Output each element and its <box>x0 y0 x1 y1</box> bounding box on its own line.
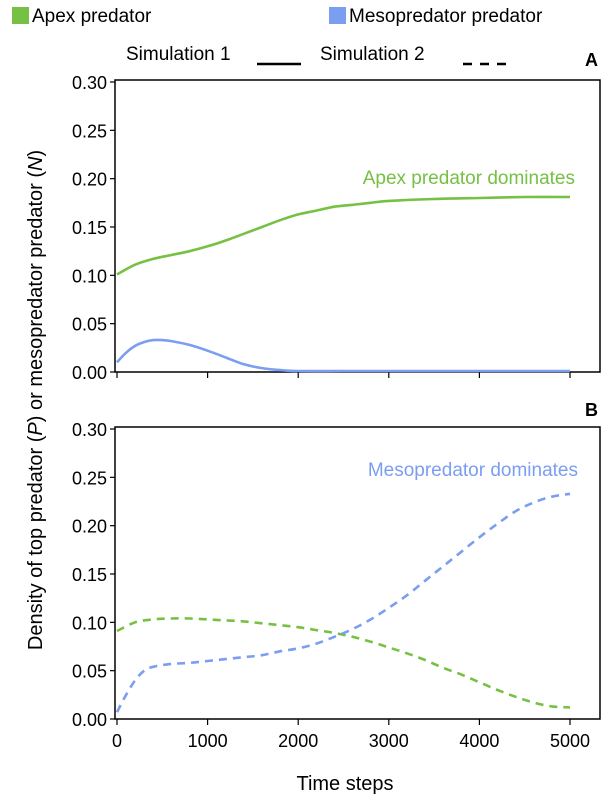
y-tick-label: 0.30 <box>72 420 107 440</box>
x-tick-label: 1000 <box>188 731 228 751</box>
y-tick-label: 0.15 <box>72 565 107 585</box>
meso-swatch <box>329 7 346 24</box>
y-axis-label: Density of top predator (P) or mesopreda… <box>25 150 47 650</box>
legend-meso-label: Mesopredator predator <box>349 6 543 27</box>
y-tick-label: 0.25 <box>72 468 107 488</box>
y-tick-label: 0.20 <box>72 517 107 537</box>
panel-b-letter: B <box>585 400 598 420</box>
y-tick-label: 0.10 <box>72 613 107 633</box>
x-tick-label: 3000 <box>369 731 409 751</box>
legend-meso: Mesopredator predator <box>329 6 542 28</box>
x-axis-label: Time steps <box>296 773 393 795</box>
y-tick-label: 0.25 <box>72 121 107 141</box>
legend-sim2: Simulation 2 <box>320 44 425 66</box>
panel-a: 0.00 0.05 0.10 0.15 0.20 0.25 0.30 Apex predato… <box>72 73 575 383</box>
panel-a-letter: A <box>585 50 598 70</box>
series-line-apex-predator <box>116 195 571 276</box>
y-tick-label: 0.05 <box>72 662 107 682</box>
y-tick-label: 0.10 <box>72 266 107 286</box>
series-line-mesopredator-predator <box>116 338 570 373</box>
panel-b: 0.00 0.05 0.10 0.15 0.20 0.25 0.30 0 1000 2000 300… <box>72 420 590 751</box>
panel-a-frame <box>114 79 601 373</box>
legend-sim1-label: Simulation 1 <box>126 44 231 65</box>
x-tick-label: 4000 <box>459 731 499 751</box>
y-tick-label: 0.30 <box>72 73 107 93</box>
x-tick-label: 5000 <box>550 731 590 751</box>
panel-b-frame <box>114 426 601 720</box>
series-line-apex-predator <box>116 617 571 709</box>
x-tick-label: 2000 <box>278 731 318 751</box>
legend-apex: Apex predator <box>12 6 151 28</box>
y-tick-label: 0.20 <box>72 170 107 190</box>
y-tick-label: 0.00 <box>72 363 107 383</box>
panel-annotation: Apex predator dominates <box>363 168 575 189</box>
legend-sim1: Simulation 1 <box>126 44 231 66</box>
y-tick-label: 0.05 <box>72 315 107 335</box>
panel-annotation: Mesopredator dominates <box>368 460 578 481</box>
legend-apex-label: Apex predator <box>32 6 152 27</box>
x-tick-label: 0 <box>112 731 122 751</box>
series-line-mesopredator-predator <box>115 492 571 713</box>
y-tick-label: 0.00 <box>72 710 107 730</box>
apex-swatch <box>12 7 29 24</box>
legend-sim2-label: Simulation 2 <box>320 44 425 65</box>
y-tick-label: 0.15 <box>72 218 107 238</box>
